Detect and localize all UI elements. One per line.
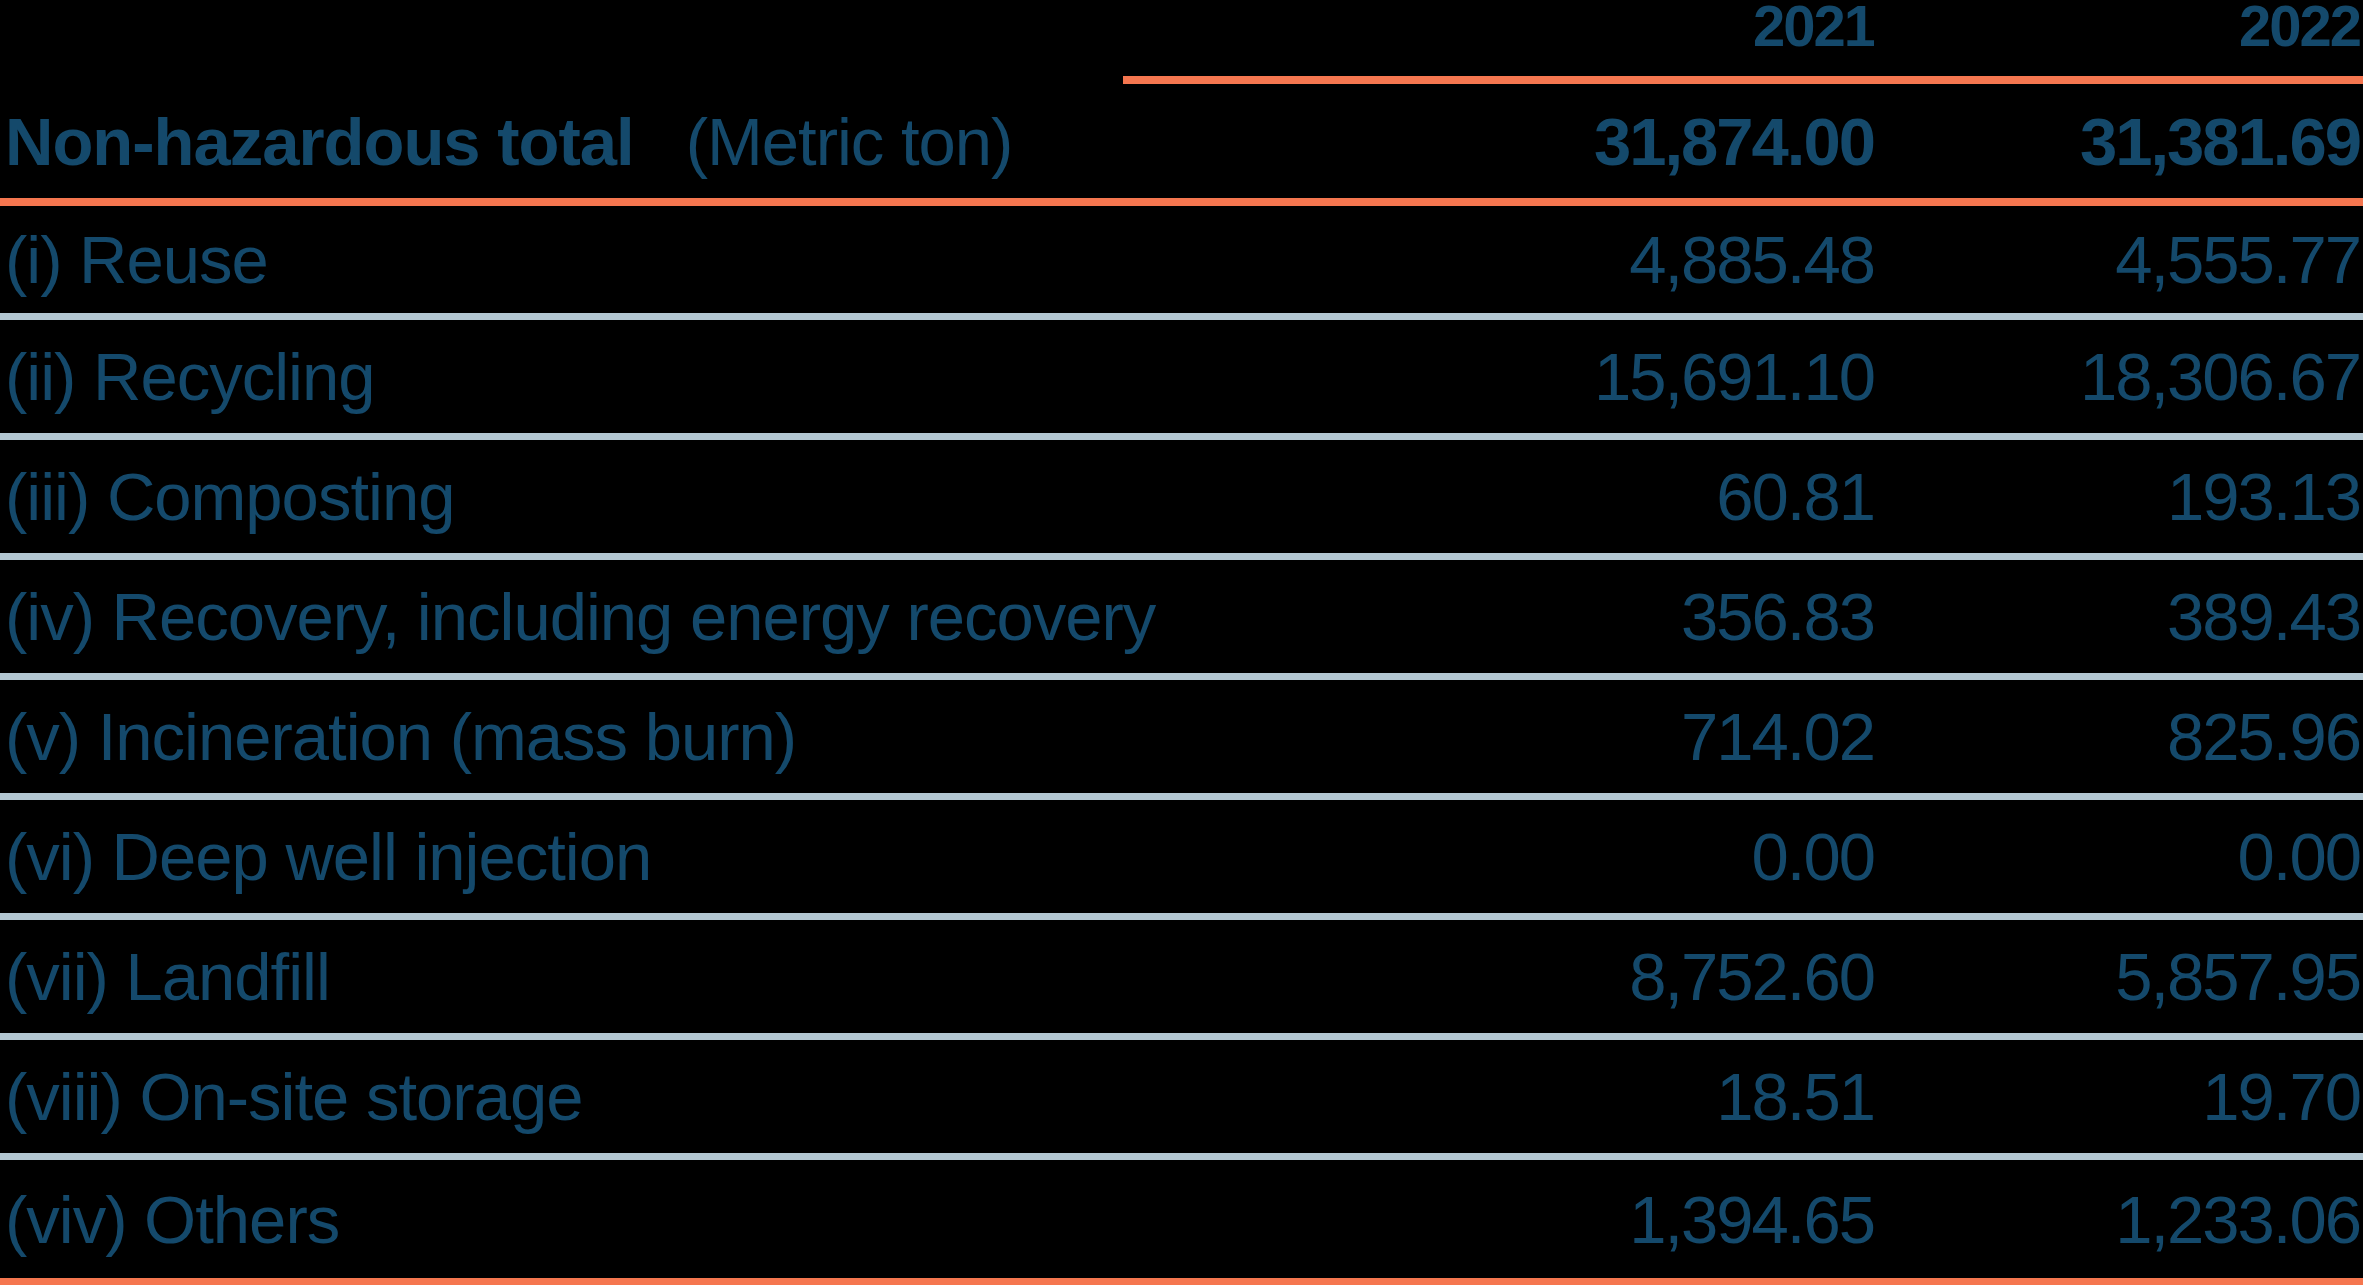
row-label: (i) Reuse	[0, 221, 1174, 298]
row-separator-line	[0, 1153, 2363, 1160]
table-row: (ii) Recycling 15,691.10 18,306.67	[0, 320, 2363, 433]
row-label: (iii) Composting	[0, 458, 1174, 535]
table-header-row: 2021 2022	[0, 0, 2363, 76]
row-label: (viii) On-site storage	[0, 1058, 1174, 1135]
row-value-2022: 4,555.77	[1874, 221, 2363, 298]
row-separator-line	[0, 673, 2363, 680]
row-separator-line	[0, 913, 2363, 920]
row-value-2022: 19.70	[1874, 1058, 2363, 1135]
row-separator-line	[0, 793, 2363, 800]
row-value-2022: 825.96	[1874, 698, 2363, 775]
row-value-2022: 18,306.67	[1874, 338, 2363, 415]
table-row: (i) Reuse 4,885.48 4,555.77	[0, 206, 2363, 313]
table-body: (i) Reuse 4,885.48 4,555.77 (ii) Recycli…	[0, 206, 2363, 1285]
row-value-2021: 15,691.10	[1174, 338, 1874, 415]
row-value-2021: 1,394.65	[1174, 1181, 1874, 1258]
row-value-2022: 0.00	[1874, 818, 2363, 895]
column-header-2021: 2021	[1174, 0, 1874, 52]
table-row: (iii) Composting 60.81 193.13	[0, 440, 2363, 553]
row-separator-line	[0, 313, 2363, 320]
row-value-2022: 193.13	[1874, 458, 2363, 535]
table-row: (v) Incineration (mass burn) 714.02 825.…	[0, 680, 2363, 793]
row-label: (viv) Others	[0, 1181, 1174, 1258]
row-value-2021: 0.00	[1174, 818, 1874, 895]
waste-disposal-table: 2021 2022 Non-hazardous total (Metric ton…	[0, 0, 2363, 1285]
row-value-2022: 1,233.06	[1874, 1181, 2363, 1258]
row-separator-line	[0, 1033, 2363, 1040]
total-label-text: Non-hazardous total	[5, 104, 634, 179]
row-value-2021: 4,885.48	[1174, 221, 1874, 298]
header-underline-rule	[1123, 76, 2363, 84]
row-label: (vi) Deep well injection	[0, 818, 1174, 895]
table-row: (viii) On-site storage 18.51 19.70	[0, 1040, 2363, 1153]
total-underline-rule	[0, 198, 2363, 206]
row-value-2022: 5,857.95	[1874, 938, 2363, 1015]
row-label: (iv) Recovery, including energy recovery	[0, 578, 1174, 655]
table-row: (vii) Landfill 8,752.60 5,857.95	[0, 920, 2363, 1033]
row-label: (vii) Landfill	[0, 938, 1174, 1015]
row-value-2021: 60.81	[1174, 458, 1874, 535]
row-value-2021: 8,752.60	[1174, 938, 1874, 1015]
row-separator-line	[0, 433, 2363, 440]
row-separator-line	[0, 553, 2363, 560]
total-value-2022: 31,381.69	[1874, 103, 2363, 180]
row-value-2021: 18.51	[1174, 1058, 1874, 1135]
table-row: (iv) Recovery, including energy recovery…	[0, 560, 2363, 673]
row-value-2021: 714.02	[1174, 698, 1874, 775]
total-row: Non-hazardous total (Metric ton) 31,874.0…	[0, 84, 2363, 198]
total-row-label: Non-hazardous total (Metric ton)	[0, 103, 1174, 180]
table-row: (viv) Others 1,394.65 1,233.06	[0, 1160, 2363, 1278]
table-row: (vi) Deep well injection 0.00 0.00	[0, 800, 2363, 913]
row-label: (v) Incineration (mass burn)	[0, 698, 1174, 775]
total-unit-text: (Metric ton)	[686, 104, 1013, 179]
total-value-2021: 31,874.00	[1174, 103, 1874, 180]
column-header-2022: 2022	[1874, 0, 2363, 52]
row-separator-line	[0, 1278, 2363, 1285]
row-label: (ii) Recycling	[0, 338, 1174, 415]
row-value-2022: 389.43	[1874, 578, 2363, 655]
row-value-2021: 356.83	[1174, 578, 1874, 655]
